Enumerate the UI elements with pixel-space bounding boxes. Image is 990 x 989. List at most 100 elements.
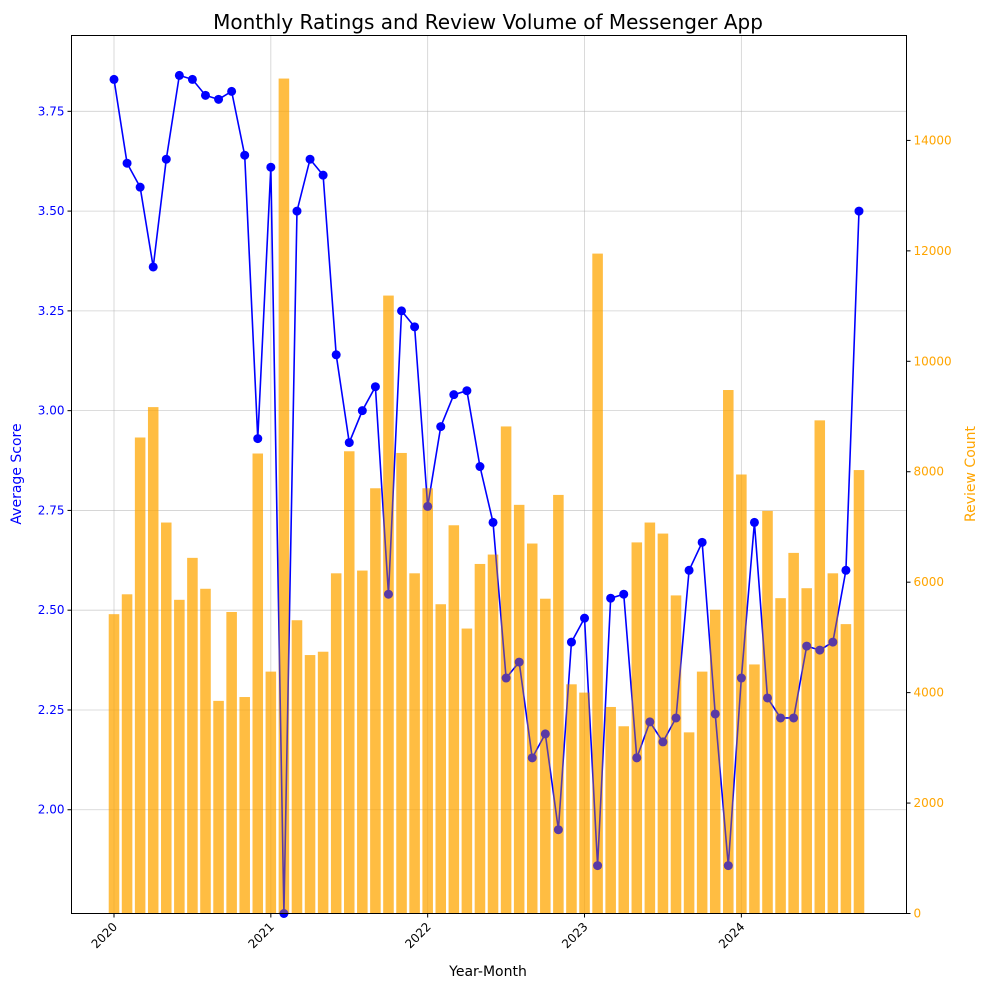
- review-count-bar-overlay-rect: [383, 295, 394, 914]
- review-count-bar-overlay-rect: [448, 525, 460, 914]
- review-count-bar: [161, 522, 172, 914]
- left-y-tick-label: 2.75: [38, 503, 65, 517]
- review-count-bar: [775, 598, 786, 914]
- average-score-line: [109, 70, 864, 918]
- review-count-bar-overlay-rect: [762, 510, 773, 914]
- x-axis-ticks: 2020 2021 2022 2023 2024: [89, 913, 747, 951]
- average-score-point: [540, 729, 550, 739]
- average-score-point: [383, 589, 393, 599]
- review-count-bar-overlay-rect: [161, 522, 172, 914]
- review-count-bar: [749, 664, 760, 914]
- review-count-bar: [226, 611, 237, 914]
- review-count-bar-overlay-rect: [736, 474, 747, 914]
- review-count-bar-overlay-rect: [134, 437, 146, 914]
- review-count-bar: [121, 594, 133, 914]
- review-count-bar-overlay-rect: [396, 452, 407, 914]
- review-count-bar-overlay-rect: [670, 595, 682, 914]
- review-count-bar: [631, 542, 643, 914]
- review-count-bar-overlay-rect: [566, 684, 577, 914]
- review-count-bar: [278, 78, 290, 914]
- average-score-point: [566, 637, 576, 647]
- average-score-point: [397, 306, 407, 316]
- review-count-bar: [553, 494, 564, 914]
- review-count-bar: [657, 533, 669, 914]
- review-count-bar-overlay-rect: [853, 470, 865, 914]
- review-count-bar-overlay-rect: [644, 522, 656, 914]
- average-score-point: [854, 206, 864, 216]
- review-count-bar-overlay-rect: [291, 620, 303, 914]
- review-count-bar-overlay-rect: [317, 651, 329, 914]
- average-score-point: [266, 162, 276, 172]
- review-count-bar: [344, 451, 355, 914]
- average-score-point: [161, 154, 171, 164]
- review-count-bar: [513, 504, 525, 914]
- average-score-point: [841, 565, 851, 575]
- average-score-point: [148, 262, 158, 272]
- review-count-bar-overlay-rect: [409, 573, 420, 914]
- review-count-bar-overlay-rect: [723, 390, 734, 914]
- review-count-bar: [683, 732, 695, 914]
- review-count-bar: [814, 420, 826, 914]
- review-count-bar-overlay-rect: [344, 451, 355, 914]
- x-tick-label: 2024: [716, 920, 747, 951]
- review-count-bar-overlay-rect: [147, 407, 159, 914]
- review-count-bar: [461, 628, 473, 914]
- average-score-point: [462, 386, 472, 396]
- review-count-bar: [762, 510, 773, 914]
- x-tick-label: 2020: [89, 920, 120, 951]
- average-score-point: [763, 693, 772, 703]
- right-y-tick-label: 6000: [914, 575, 945, 589]
- review-count-bar-overlay-rect: [187, 557, 198, 914]
- average-score-point: [449, 390, 459, 400]
- right-y-tick-label: 8000: [914, 465, 945, 479]
- review-count-bar-overlay-rect: [200, 588, 211, 914]
- review-count-bar-overlay-rect: [775, 598, 786, 914]
- average-score-point: [632, 753, 642, 763]
- review-count-bar-overlay: [108, 78, 865, 914]
- review-count-bar: [736, 474, 747, 914]
- review-count-bar: [801, 588, 812, 914]
- review-count-bar-overlay-rect: [526, 543, 538, 914]
- review-count-bar-overlay-rect: [370, 488, 381, 914]
- average-score-point: [305, 154, 315, 164]
- review-count-bar-overlay-rect: [683, 732, 695, 914]
- review-count-bar: [409, 573, 420, 914]
- review-count-bar-overlay-rect: [579, 692, 590, 914]
- left-y-tick-label: 2.00: [38, 803, 65, 817]
- average-score-point: [514, 657, 524, 667]
- average-score-point: [580, 613, 590, 623]
- average-score-point: [527, 753, 537, 763]
- average-score-point: [789, 713, 799, 723]
- review-count-bar: [853, 470, 865, 914]
- average-score-point: [109, 74, 119, 84]
- review-count-bar: [840, 624, 852, 914]
- review-count-bar: [252, 453, 264, 914]
- right-y-tick-label: 14000: [914, 133, 952, 147]
- review-count-bar-overlay-rect: [330, 573, 342, 914]
- plot-frame: [71, 35, 907, 914]
- review-count-bar: [265, 671, 277, 914]
- average-score-point: [410, 322, 420, 332]
- review-count-bar: [422, 488, 433, 914]
- review-count-bar: [618, 726, 629, 914]
- average-score-point: [240, 150, 250, 160]
- left-y-tick-label: 3.50: [38, 204, 65, 218]
- review-count-bar-overlay-rect: [618, 726, 629, 914]
- average-score-point: [671, 713, 681, 723]
- review-count-bar: [605, 706, 616, 914]
- review-count-bar: [304, 655, 316, 914]
- right-y-axis-label: Review Count: [963, 426, 979, 522]
- left-y-tick-label: 3.25: [38, 304, 65, 318]
- review-count-bar: [370, 488, 381, 914]
- review-count-bar: [696, 671, 708, 914]
- average-score-point: [553, 825, 563, 835]
- review-count-bar: [709, 609, 721, 914]
- review-count-bar: [474, 563, 486, 914]
- average-score-point: [501, 673, 511, 683]
- review-count-bar-overlay-rect: [749, 664, 760, 914]
- average-score-point: [593, 861, 603, 871]
- average-score-point: [174, 70, 184, 80]
- left-y-tick-label: 3.75: [38, 104, 65, 118]
- review-count-bar-overlay-rect: [696, 671, 708, 914]
- average-score-point: [475, 462, 485, 472]
